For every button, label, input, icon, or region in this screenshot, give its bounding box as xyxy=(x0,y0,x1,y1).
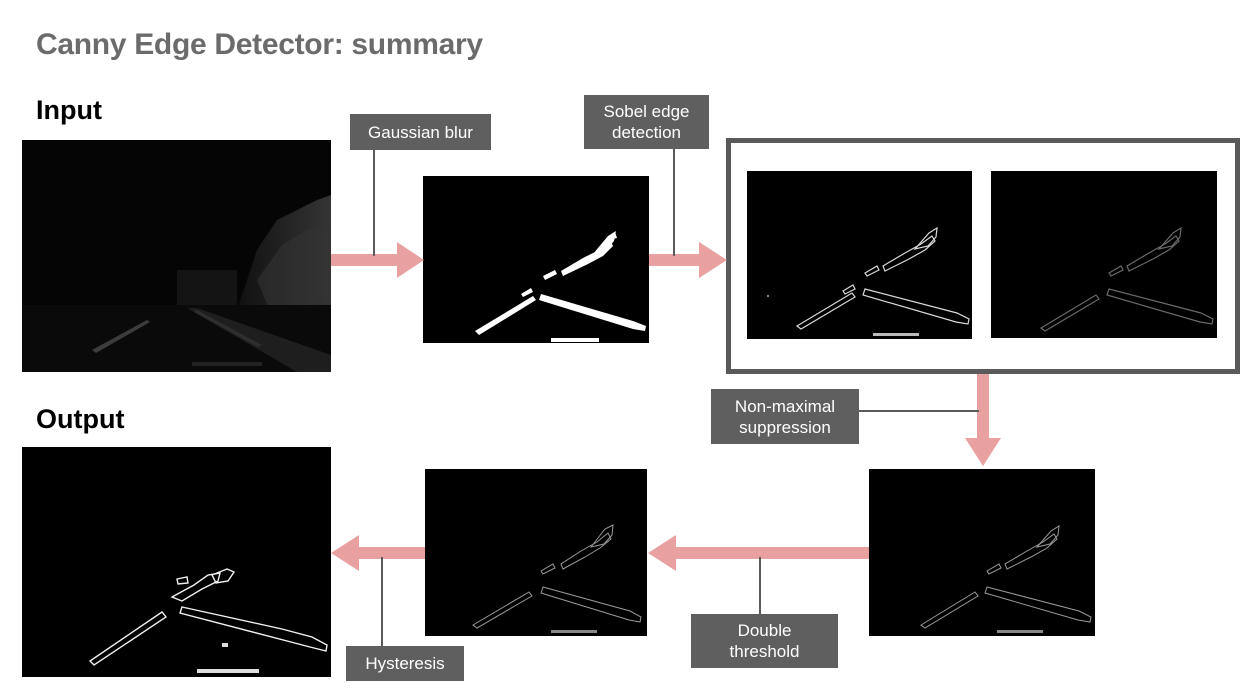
arrow-nms-to-double xyxy=(674,547,869,559)
input-label: Input xyxy=(36,95,102,125)
output-edge-image xyxy=(22,447,331,677)
label-double-threshold: Double threshold xyxy=(691,614,838,668)
output-label: Output xyxy=(36,404,125,434)
arrow-input-to-gaussian xyxy=(331,254,399,266)
label-sobel-edge-detection: Sobel edge detection xyxy=(584,95,709,149)
arrow-sobel-to-nms xyxy=(977,374,989,440)
sobel-output-group xyxy=(726,138,1240,374)
label-gaussian-blur: Gaussian blur xyxy=(350,114,491,150)
arrow-double-to-output-head xyxy=(331,535,359,571)
slide-title: Canny Edge Detector: summary xyxy=(36,28,483,61)
input-road-image xyxy=(22,140,331,372)
gaussian-blur-image xyxy=(423,176,649,343)
double-threshold-image xyxy=(425,469,647,636)
label-non-maximal-suppression: Non-maximal suppression xyxy=(711,389,859,444)
sobel-magnitude-image xyxy=(747,171,972,339)
label-hysteresis: Hysteresis xyxy=(346,646,464,681)
arrow-input-to-gaussian-head xyxy=(397,242,424,278)
sobel-direction-image xyxy=(991,171,1217,338)
nms-result-image xyxy=(869,469,1095,636)
arrow-nms-to-double-head xyxy=(648,535,676,571)
arrow-gaussian-to-sobel-head xyxy=(699,242,727,278)
arrow-sobel-to-nms-head xyxy=(965,438,1001,466)
arrow-gaussian-to-sobel xyxy=(649,254,701,266)
arrow-double-to-output xyxy=(357,547,425,559)
